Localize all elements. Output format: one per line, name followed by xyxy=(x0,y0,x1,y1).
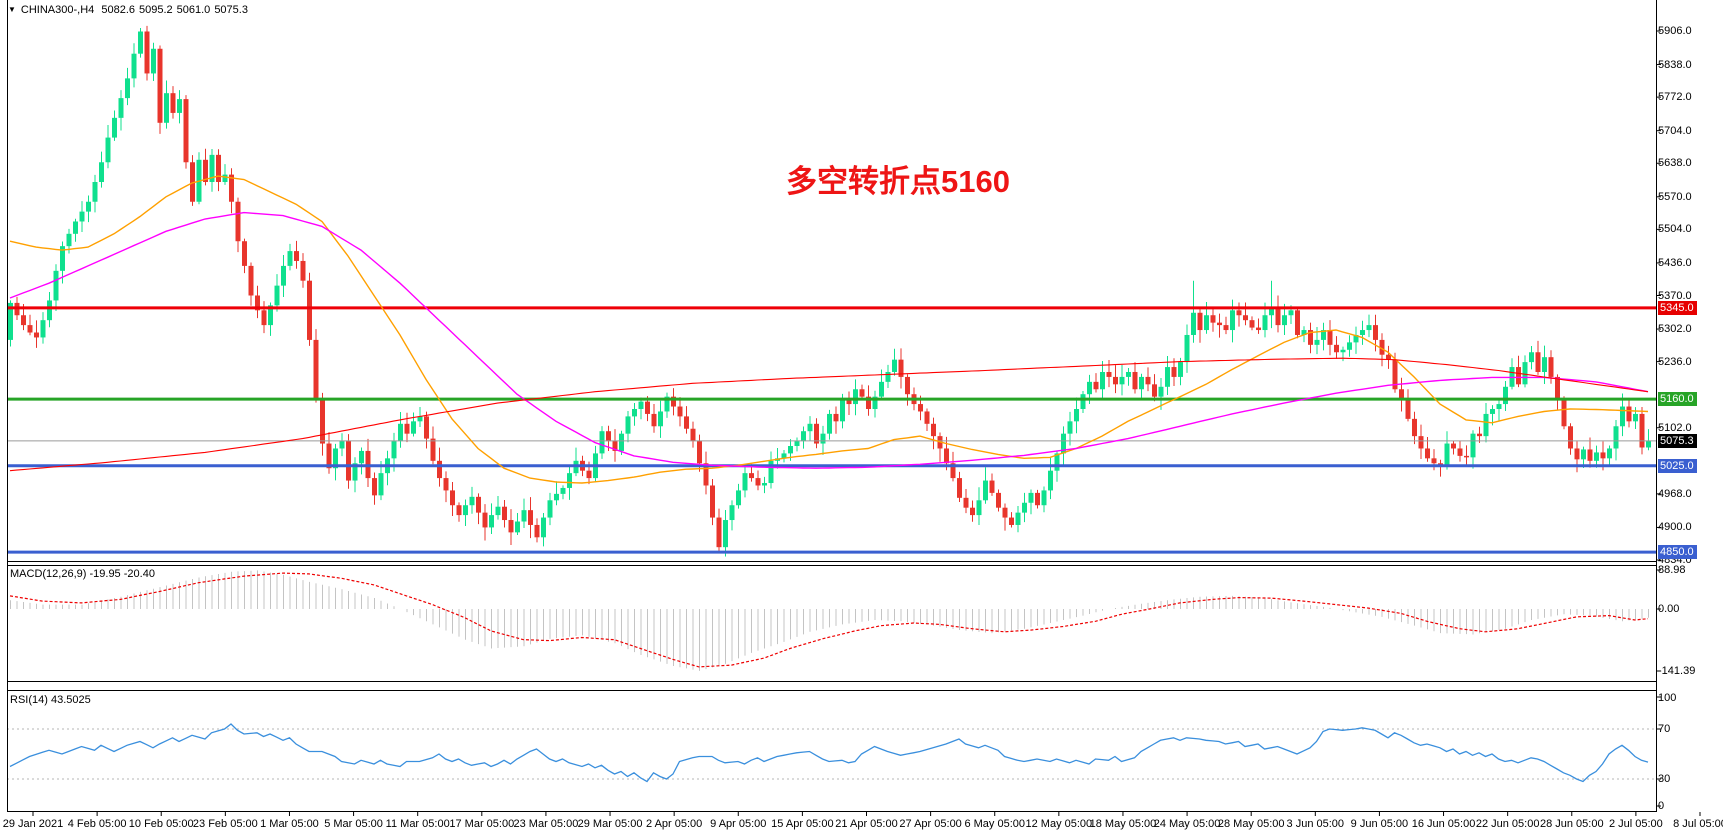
time-tick-label: 9 Apr 05:00 xyxy=(710,818,767,830)
time-tick-label: 23 Mar 05:00 xyxy=(513,818,579,830)
ohlc-low: 5061.0 xyxy=(176,4,211,16)
macd-value-main: -19.95 xyxy=(89,568,121,580)
symbol-ohlc-readout: ▼ CHINA300-,H4 5082.6 5095.2 5061.0 5075.3 xyxy=(8,4,252,16)
time-tick-label: 8 Jul 05:00 xyxy=(1673,818,1723,830)
axis-tick-label: -141.39 xyxy=(1658,665,1696,677)
axis-tick-label: 0.00 xyxy=(1658,603,1680,615)
symbol-name: CHINA300-,H4 xyxy=(20,4,95,16)
rsi-name: RSI(14) xyxy=(10,694,48,706)
axis-tick-label: 5370.0 xyxy=(1658,289,1692,302)
time-tick-label: 29 Mar 05:00 xyxy=(577,818,643,830)
time-tick-label: 3 Jun 05:00 xyxy=(1286,818,1345,830)
time-tick-label: 21 Apr 05:00 xyxy=(835,818,898,830)
axis-tick-label: 70 xyxy=(1658,723,1671,735)
axis-tick-label: 5638.0 xyxy=(1658,157,1692,170)
time-tick-label: 28 May 05:00 xyxy=(1217,818,1285,830)
axis-tick-label: 4900.0 xyxy=(1658,521,1692,534)
axis-tick-label: 100 xyxy=(1658,692,1677,704)
time-tick-label: 16 Jun 05:00 xyxy=(1411,818,1476,830)
axis-tick-label: 5436.0 xyxy=(1658,256,1692,269)
time-axis[interactable]: 29 Jan 2021 4 Feb 05:00 10 Feb 05:00 23 Feb… xyxy=(0,814,1723,837)
chart-annotation-text[interactable]: 多空转折点5160 xyxy=(786,164,1010,199)
macd-name: MACD(12,26,9) xyxy=(10,568,87,580)
price-line-badge: 5160.0 xyxy=(1658,392,1697,407)
time-tick-label: 11 Mar 05:00 xyxy=(385,818,450,830)
axis-tick-label: 5772.0 xyxy=(1658,91,1692,104)
time-tick-label: 2 Jul 05:00 xyxy=(1608,818,1663,830)
axis-tick-label: 5704.0 xyxy=(1658,124,1692,137)
axis-tick-label: 88.98 xyxy=(1658,564,1686,576)
time-tick-label: 4 Feb 05:00 xyxy=(67,818,127,830)
time-tick-label: 23 Feb 05:00 xyxy=(192,818,258,830)
price-line-badge: 5075.3 xyxy=(1658,433,1697,448)
axis-tick-label: 5838.0 xyxy=(1658,58,1692,71)
axis-tick-label: 5236.0 xyxy=(1658,355,1692,368)
ohlc-high: 5095.2 xyxy=(139,4,173,16)
time-tick-label: 24 May 05:00 xyxy=(1153,818,1221,830)
time-tick-label: 29 Jan 2021 xyxy=(2,818,64,830)
macd-value-signal: -20.40 xyxy=(123,568,155,580)
time-tick-label: 17 Mar 05:00 xyxy=(449,818,515,830)
axis-tick-label: 4968.0 xyxy=(1658,487,1692,500)
time-tick-label: 9 Jun 05:00 xyxy=(1350,818,1409,830)
time-tick-label: 28 Jun 05:00 xyxy=(1539,818,1604,830)
axis-tick-label: 30 xyxy=(1658,773,1671,785)
ohlc-close: 5075.3 xyxy=(214,4,248,16)
time-tick-label: 5 Mar 05:00 xyxy=(324,818,383,830)
axis-tick-label: 5504.0 xyxy=(1658,223,1692,236)
time-tick-label: 12 May 05:00 xyxy=(1025,818,1093,830)
symbol-dropdown-icon[interactable]: ▼ xyxy=(8,5,16,14)
axis-tick-label: 5906.0 xyxy=(1658,25,1692,37)
rsi-indicator-label: RSI(14) 43.5025 xyxy=(10,694,91,706)
price-line-badge: 4850.0 xyxy=(1658,545,1697,560)
price-line-badge: 5345.0 xyxy=(1658,300,1697,315)
time-tick-label: 2 Apr 05:00 xyxy=(646,818,703,830)
time-tick-label: 1 Mar 05:00 xyxy=(260,818,319,830)
time-tick-label: 10 Feb 05:00 xyxy=(128,818,194,830)
rsi-value: 43.5025 xyxy=(50,694,91,706)
axis-tick-label: 0 xyxy=(1658,800,1665,812)
price-line-badge: 5025.0 xyxy=(1658,458,1697,473)
ohlc-open: 5082.6 xyxy=(101,4,135,16)
time-tick-label: 22 Jun 05:00 xyxy=(1475,818,1540,830)
axis-tick-label: 5570.0 xyxy=(1658,190,1692,203)
axis-tick-label: 5302.0 xyxy=(1658,323,1692,336)
macd-indicator-label: MACD(12,26,9) -19.95 -20.40 xyxy=(10,568,155,580)
time-tick-label: 6 May 05:00 xyxy=(964,818,1025,830)
price-axis[interactable]: 5906.0 5838.0 5772.0 5704.0 5638.0 5570.0 5504… xyxy=(1658,0,1723,812)
time-tick-label: 15 Apr 05:00 xyxy=(771,818,834,830)
axis-tick-label: 5102.0 xyxy=(1658,421,1692,434)
time-tick-label: 18 May 05:00 xyxy=(1089,818,1157,830)
time-tick-label: 27 Apr 05:00 xyxy=(899,818,962,830)
